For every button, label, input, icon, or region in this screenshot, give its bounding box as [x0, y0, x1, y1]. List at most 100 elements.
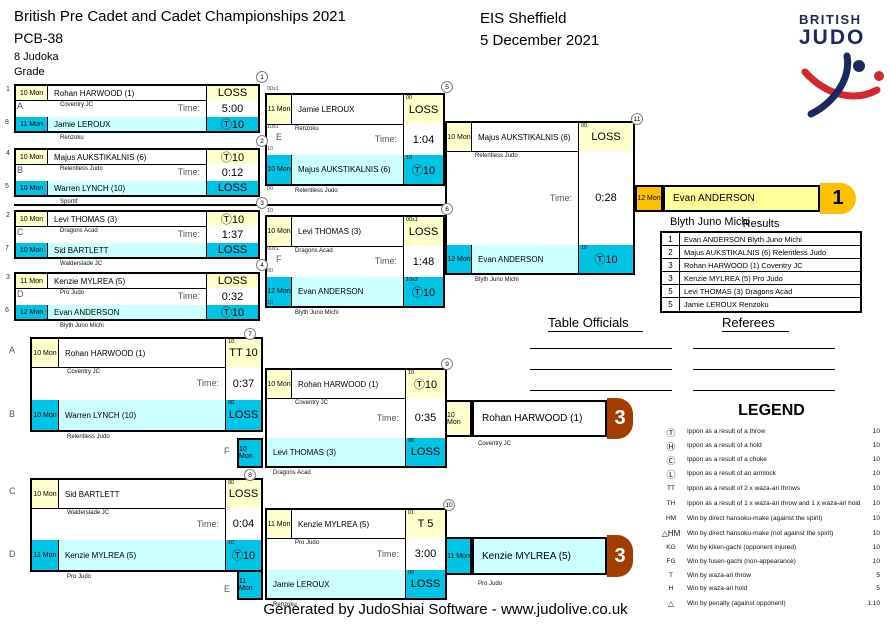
- competitor-name: Jamie LEROUX: [48, 117, 206, 131]
- club-label: Blyth Juno Michi: [475, 277, 519, 283]
- result-text: Evan ANDERSON Blyth Juno Michi: [684, 234, 802, 244]
- seed-number: 8: [5, 119, 9, 126]
- legend-symbol-icon: HM: [665, 515, 677, 522]
- competitor-name: Rohan HARWOOD (1): [48, 86, 206, 100]
- competitor-name: Evan ANDERSON: [472, 245, 578, 273]
- match-time: 0:37: [225, 367, 261, 400]
- score-value: LOSS: [228, 409, 259, 421]
- score-value: LOSS: [217, 182, 248, 194]
- score-value: LOSS: [591, 131, 621, 143]
- score-tag: 10s2: [406, 277, 418, 283]
- time-label: Time:: [196, 378, 219, 388]
- match-number-circle: 9: [441, 358, 453, 370]
- legend-text: Ippon as a result of a choke: [687, 456, 767, 463]
- legend-value: 10: [872, 442, 880, 449]
- match-7-box: 10 Mon Rohan HARWOOD (1) 10 TT 10 Coventry J…: [30, 337, 263, 432]
- result-text: Majus AUKSTIKALNIS (6) Relentless Judo: [684, 247, 827, 257]
- row-divider: [16, 243, 258, 244]
- time-label: Time:: [376, 549, 399, 559]
- match-time: 1:37: [206, 226, 258, 243]
- score-tag: 10: [228, 339, 235, 345]
- match-score: 00 LOSS: [403, 95, 443, 124]
- logo-text-line2: JUDO: [799, 26, 866, 49]
- match-time: 5:00: [206, 100, 258, 117]
- time-label: Time:: [196, 519, 219, 529]
- match-score: 00 LOSS: [405, 438, 445, 466]
- score-tag: 00: [581, 123, 588, 129]
- competitor-name: Sid BARTLETT: [48, 243, 206, 257]
- competitor-belt: 10 Mon: [16, 212, 48, 226]
- match-5-box: 11 Mon Jamie LEROUX 00 LOSS Renzoku Time: 1:04…: [265, 93, 445, 186]
- match-score: 10 Ⓣ10: [405, 370, 445, 398]
- match-10-box: 11 Mon Kenzie MYLREA (5) 01 T 5 Pro Judo Time…: [265, 508, 447, 600]
- red-swoosh-icon: [801, 68, 881, 100]
- row-divider: [267, 124, 443, 125]
- legend-value: 10: [872, 558, 880, 565]
- match-letter: E: [276, 132, 283, 142]
- row-divider: [267, 398, 445, 399]
- results-table: 1 Evan ANDERSON Blyth Juno Michi 2 Majus AU…: [660, 231, 862, 313]
- competitor-name: Evan ANDERSON: [292, 277, 403, 306]
- match-6-box: 10 Mon Levi THOMAS (3) 00s1 LOSS Dragons Aca…: [265, 215, 445, 308]
- time-label: Time:: [549, 193, 572, 203]
- competitor-belt: 11 Mon: [237, 570, 263, 600]
- club-label: Pro Judo: [60, 290, 85, 296]
- score-value: LOSS: [228, 488, 259, 500]
- competitor-name: Rohan HARWOOD (1): [59, 339, 225, 367]
- competitor-name: Kenzie MYLREA (5): [292, 510, 405, 538]
- competitor-name: Majus AUKSTIKALNIS (6): [472, 123, 578, 151]
- navy-swoosh-icon: [807, 52, 852, 118]
- signature-line: [530, 369, 672, 370]
- referees-heading: Referees: [722, 315, 789, 332]
- competitor-name: Kenzie MYLREA (5): [48, 274, 206, 288]
- competitor-name: Levi THOMAS (3): [48, 212, 206, 226]
- seed-number: 7: [5, 245, 9, 252]
- row-divider: [32, 400, 261, 401]
- match-8-box: 10 Mon Sid BARTLETT 00 LOSS Walderslade JC Ti…: [30, 478, 263, 572]
- time-label: Time:: [374, 256, 397, 266]
- row-divider: [16, 305, 258, 306]
- match-number-circle: 2: [256, 135, 268, 147]
- score-value: Ⓣ10: [220, 119, 245, 131]
- gold-place-badge: 1: [820, 183, 856, 214]
- bronze2-winner-club: Pro Judo: [478, 581, 503, 587]
- match-score: 10s2 Ⓣ10: [403, 277, 443, 306]
- score-tag: 00: [228, 480, 235, 486]
- match-letter: A: [17, 101, 24, 111]
- legend-text: Ippon as a result of 2 x waza-ari throws: [687, 485, 801, 492]
- club-label: Dragons Acad: [60, 228, 98, 234]
- bronze1-winner-name: Rohan HARWOOD (1): [472, 400, 607, 437]
- logo-text-line1: BRITISH: [799, 12, 862, 27]
- score-value: Ⓣ10: [413, 379, 438, 391]
- match-letter: E: [224, 584, 231, 594]
- competitor-belt: 10 Mon: [267, 217, 292, 246]
- score-tag: 00: [406, 95, 413, 101]
- match-1-box: 10 Mon Rohan HARWOOD (1) LOSS Coventry JC Ti…: [14, 84, 260, 133]
- time-label: Time:: [177, 103, 200, 113]
- club-label: Dragons Acad: [273, 470, 311, 476]
- competitor-belt: 10 Mon: [16, 86, 48, 100]
- club-label: Blyth Juno Michi: [295, 310, 339, 316]
- legend-symbol-icon: T: [669, 572, 673, 579]
- legend-value: 10: [872, 530, 880, 537]
- category-code: PCB-38: [14, 30, 64, 46]
- result-text: Levi THOMAS (3) Dragons Acad: [684, 286, 793, 296]
- legend-symbol-icon: Ⓒ: [666, 456, 676, 466]
- result-place: 5: [662, 285, 680, 297]
- legend-symbol-icon: TH: [666, 500, 676, 507]
- club-label: Renzoku: [60, 135, 84, 141]
- result-place: 3: [662, 259, 680, 271]
- match-letter: A: [9, 345, 16, 355]
- result-text: Rohan HARWOOD (1) Coventry JC: [684, 260, 803, 270]
- row-divider: [32, 540, 261, 541]
- match-number-circle: 7: [244, 328, 256, 340]
- match-score: 10 Ⓣ10: [403, 155, 443, 184]
- competitor-belt: 12 Mon: [16, 305, 48, 319]
- seed-number: 4: [6, 150, 10, 157]
- score-value: LOSS: [217, 244, 248, 256]
- score-tag: 10: [581, 245, 588, 251]
- event-date: 5 December 2021: [480, 32, 600, 49]
- legend-text: Win by waza-ari hold: [687, 585, 748, 592]
- match-score: 00s1 LOSS: [403, 217, 443, 246]
- venue: EIS Sheffield: [480, 10, 567, 27]
